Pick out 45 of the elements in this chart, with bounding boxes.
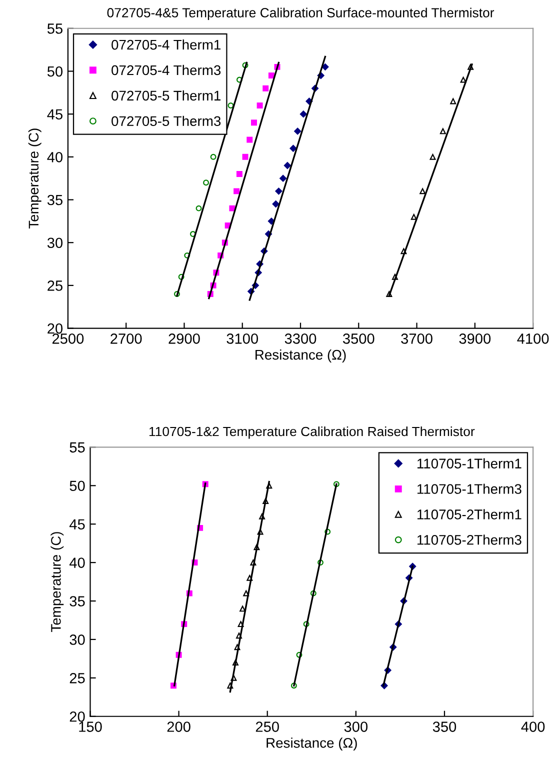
x-tick-label: 3900 <box>459 334 491 344</box>
chart-title: 072705-4&5 Temperature Calibration Surface-mounted Thermistor <box>107 8 494 20</box>
y-tick-label: 25 <box>48 280 62 291</box>
legend-label: 110705-1Therm1 <box>417 458 522 468</box>
y-tick-label: 35 <box>47 194 62 206</box>
x-tick-label: 350 <box>432 722 456 732</box>
y-axis-title: Temperature (C) <box>28 128 42 229</box>
x-axis-title: Resistance (Ω) <box>256 350 346 362</box>
legend-label: 072705-5 Therm3 <box>112 116 221 126</box>
x-tick-label: 150 <box>79 722 102 732</box>
y-tick-label: 40 <box>47 152 63 162</box>
legend-label: 072705-4 Therm1 <box>112 39 220 50</box>
chart-title: 110705-1&2 Temperature Calibration Raised Thermistor <box>149 426 475 439</box>
x-tick-label: 3700 <box>401 334 432 344</box>
y-tick-label: 50 <box>70 480 85 492</box>
x-tick-label: 3100 <box>226 334 258 344</box>
x-tick-label: 2900 <box>168 334 200 344</box>
x-tick-label: 300 <box>344 722 368 732</box>
x-tick-label: 2700 <box>110 334 142 344</box>
x-axis-title: Resistance (Ω) <box>266 738 357 751</box>
y-tick-label: 55 <box>70 442 85 453</box>
y-tick-label: 30 <box>70 634 85 645</box>
y-tick-label: 35 <box>70 596 85 606</box>
x-tick-label: 3500 <box>342 334 374 344</box>
legend-label: 072705-4 Therm3 <box>112 64 221 76</box>
legend-label: 110705-1Therm3 <box>417 484 522 494</box>
y-tick-label: 25 <box>70 673 85 684</box>
x-tick-label: 2500 <box>52 334 84 344</box>
y-tick-label: 45 <box>69 519 85 530</box>
x-tick-label: 200 <box>167 722 190 732</box>
y-tick-label: 30 <box>47 238 63 248</box>
y-tick-label: 45 <box>47 109 62 120</box>
x-tick-label: 250 <box>256 722 279 732</box>
x-tick-label: 3300 <box>284 334 316 344</box>
x-tick-label: 400 <box>521 722 545 732</box>
y-tick-label: 20 <box>48 323 63 334</box>
y-tick-label: 50 <box>47 66 63 77</box>
y-tick-label: 40 <box>69 558 85 568</box>
x-tick-label: 4100 <box>517 334 549 344</box>
legend-label: 110705-2Therm3 <box>417 534 522 545</box>
legend-label: 110705-2Therm1 <box>417 509 522 520</box>
y-tick-label: 55 <box>47 24 62 34</box>
legend-label: 072705-5 Therm1 <box>112 90 220 101</box>
y-tick-label: 20 <box>70 711 85 722</box>
y-axis-title: Temperature (C) <box>50 532 64 632</box>
